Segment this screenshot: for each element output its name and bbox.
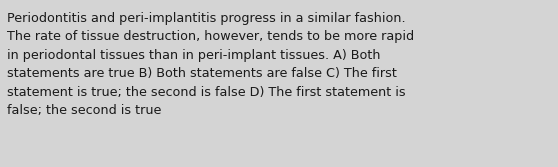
Text: Periodontitis and peri-implantitis progress in a similar fashion.
The rate of ti: Periodontitis and peri-implantitis progr… xyxy=(7,12,415,117)
